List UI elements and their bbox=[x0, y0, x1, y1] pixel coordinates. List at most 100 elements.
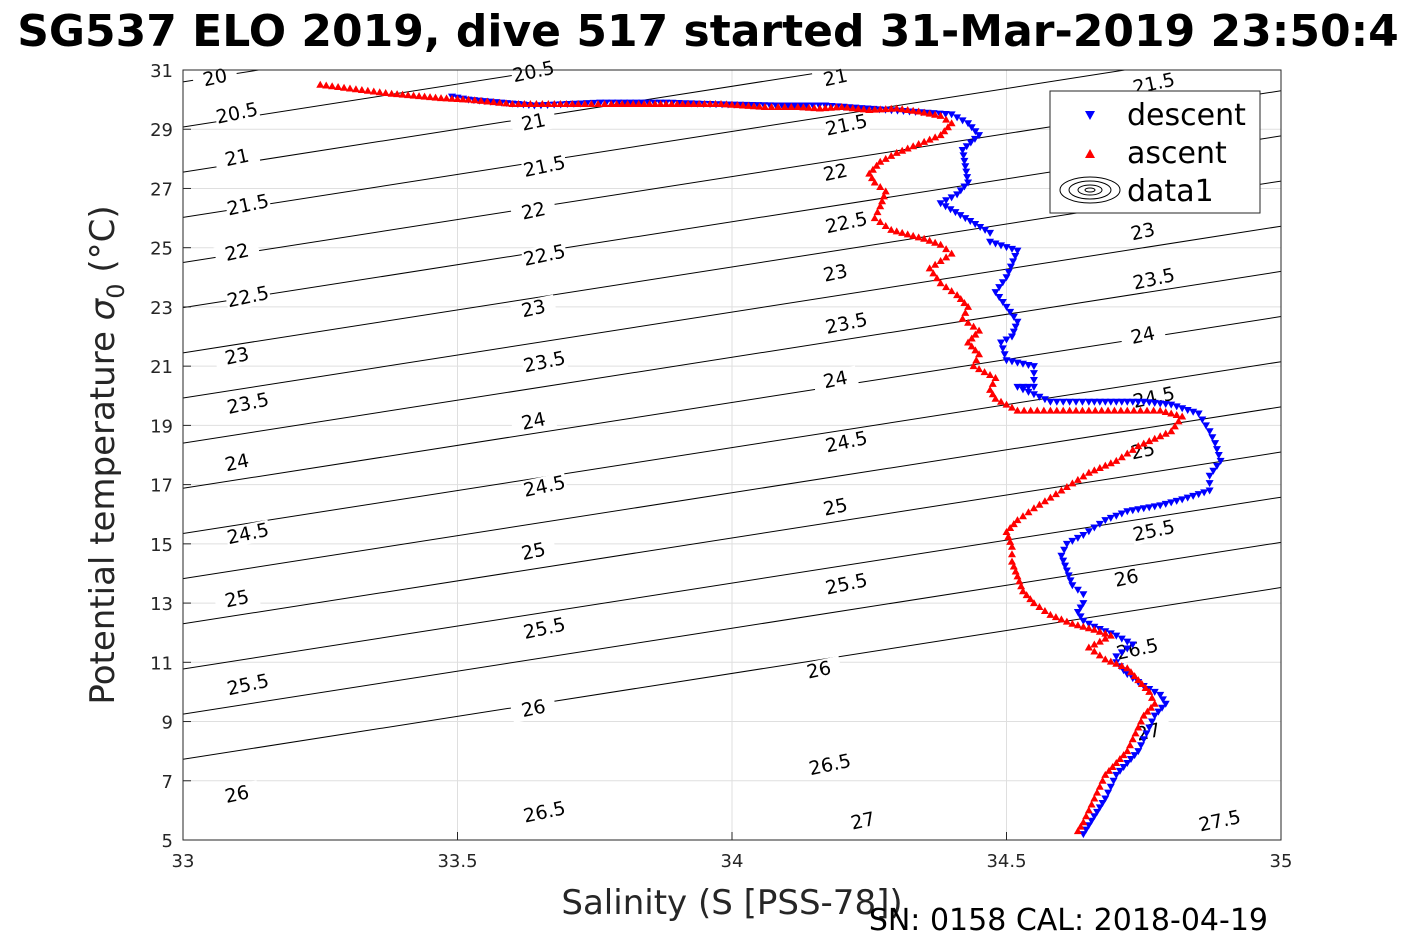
ascent-point bbox=[656, 100, 665, 108]
ascent-point bbox=[1108, 762, 1117, 770]
isopycnal-line bbox=[183, 541, 1281, 715]
ascent-point bbox=[1101, 629, 1110, 637]
descent-point bbox=[1112, 771, 1121, 779]
ascent-point bbox=[881, 221, 890, 229]
ascent-point bbox=[920, 108, 929, 116]
ascent-point bbox=[1136, 406, 1145, 414]
ascent-point bbox=[843, 103, 852, 111]
ascent-point bbox=[717, 100, 726, 108]
descent-point bbox=[998, 279, 1007, 287]
ascent-point bbox=[1029, 504, 1038, 512]
descent-point bbox=[1018, 386, 1027, 394]
ascent-point bbox=[859, 105, 868, 113]
ascent-point bbox=[1076, 822, 1085, 830]
ascent-point bbox=[1090, 647, 1099, 655]
ascent-point bbox=[997, 397, 1006, 405]
ascent-point bbox=[887, 225, 896, 233]
ascent-point bbox=[1170, 422, 1179, 430]
descent-point bbox=[1062, 567, 1071, 575]
ascent-point bbox=[1137, 680, 1146, 688]
contour-label-text: 21 bbox=[519, 109, 547, 136]
descent-point bbox=[1060, 546, 1069, 554]
ascent-point bbox=[914, 140, 923, 148]
contour-label-background bbox=[822, 427, 871, 457]
ascent-point bbox=[1134, 723, 1143, 731]
descent-point bbox=[971, 221, 980, 228]
ascent-point bbox=[991, 374, 1000, 381]
ascent-point bbox=[870, 214, 879, 222]
contour-label-text: 25 bbox=[821, 494, 849, 521]
ascent-point bbox=[363, 86, 372, 94]
descent-point bbox=[1214, 452, 1223, 459]
descent-point bbox=[1090, 813, 1099, 821]
descent-point bbox=[1052, 398, 1061, 406]
contour-label-text: 24 bbox=[223, 450, 251, 477]
ascent-point bbox=[991, 394, 1000, 402]
ascent-point bbox=[437, 94, 446, 102]
ascent-point bbox=[1073, 827, 1082, 835]
descent-point bbox=[1183, 494, 1192, 502]
ascent-point bbox=[1101, 634, 1110, 642]
contour-label: 22 bbox=[811, 158, 860, 188]
ascent-point bbox=[1090, 625, 1099, 633]
contour-label-background bbox=[509, 57, 558, 87]
ascent-point bbox=[1123, 406, 1132, 414]
ascent-point bbox=[629, 100, 638, 108]
descent-point bbox=[796, 102, 805, 110]
ascent-point bbox=[903, 230, 912, 238]
ascent-point bbox=[804, 103, 813, 111]
contour-label-text: 25 bbox=[223, 586, 251, 613]
ascent-point bbox=[1139, 439, 1148, 447]
contour-label-background bbox=[811, 158, 860, 188]
ascent-point bbox=[787, 103, 796, 111]
descent-point bbox=[1208, 434, 1217, 442]
ascent-point bbox=[876, 182, 885, 190]
ascent-point bbox=[594, 100, 603, 108]
ascent-point bbox=[1033, 406, 1042, 414]
ascent-point bbox=[1057, 615, 1066, 623]
descent-point bbox=[1189, 492, 1198, 500]
isopycnal-line bbox=[183, 406, 1281, 580]
descent-point bbox=[1079, 591, 1088, 599]
descent-point bbox=[1123, 398, 1132, 406]
ascent-point bbox=[744, 101, 753, 109]
ascent-point bbox=[892, 227, 901, 235]
descent-point bbox=[1061, 562, 1070, 570]
contour-label-text: 23 bbox=[821, 260, 849, 287]
ascent-point bbox=[1046, 610, 1055, 618]
ascent-point bbox=[409, 91, 418, 99]
contour-label-background bbox=[213, 143, 261, 173]
ascent-point bbox=[1112, 759, 1121, 766]
contour-label: 23 bbox=[1119, 217, 1167, 247]
ascent-point bbox=[1123, 747, 1132, 755]
ascent-point bbox=[1150, 699, 1159, 707]
ascent-point bbox=[1052, 406, 1061, 414]
ascent-point bbox=[1097, 406, 1106, 414]
ascent-point bbox=[936, 257, 945, 265]
contour-label-text: 21 bbox=[821, 65, 849, 92]
ascent-point bbox=[1013, 406, 1022, 414]
ascent-point bbox=[887, 151, 896, 159]
ascent-point bbox=[673, 100, 682, 108]
ascent-point bbox=[1116, 406, 1125, 414]
ascent-point bbox=[1167, 427, 1176, 435]
ascent-point bbox=[1117, 662, 1126, 670]
descent-point bbox=[1139, 398, 1148, 406]
ascent-point bbox=[495, 98, 504, 106]
ascent-point bbox=[1156, 432, 1165, 440]
ascent-point bbox=[1018, 512, 1027, 520]
contour-label: 21.5 bbox=[520, 152, 569, 182]
descent-point bbox=[1040, 396, 1049, 404]
ascent-point bbox=[1126, 741, 1135, 749]
ascent-point bbox=[1139, 711, 1148, 719]
ascent-point bbox=[711, 100, 720, 108]
ascent-point bbox=[1128, 445, 1137, 453]
descent-point bbox=[1002, 274, 1011, 282]
isopycnal-line bbox=[183, 70, 840, 173]
descent-point bbox=[1147, 718, 1156, 726]
contour-label: 21 bbox=[811, 63, 860, 93]
descent-point bbox=[967, 124, 976, 132]
ascent-point bbox=[903, 144, 912, 152]
ascent-point bbox=[931, 260, 940, 268]
y-tick-label: 5 bbox=[162, 831, 173, 852]
